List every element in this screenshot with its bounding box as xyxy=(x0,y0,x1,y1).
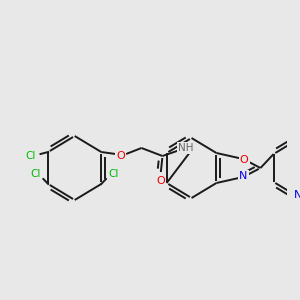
Text: N: N xyxy=(239,171,248,181)
Text: O: O xyxy=(240,155,249,165)
Text: Cl: Cl xyxy=(31,169,41,179)
Text: Cl: Cl xyxy=(109,169,119,179)
Text: NH: NH xyxy=(178,143,193,153)
Text: O: O xyxy=(156,176,165,186)
Text: N: N xyxy=(294,190,300,200)
Text: Cl: Cl xyxy=(26,151,36,161)
Text: O: O xyxy=(116,151,125,161)
